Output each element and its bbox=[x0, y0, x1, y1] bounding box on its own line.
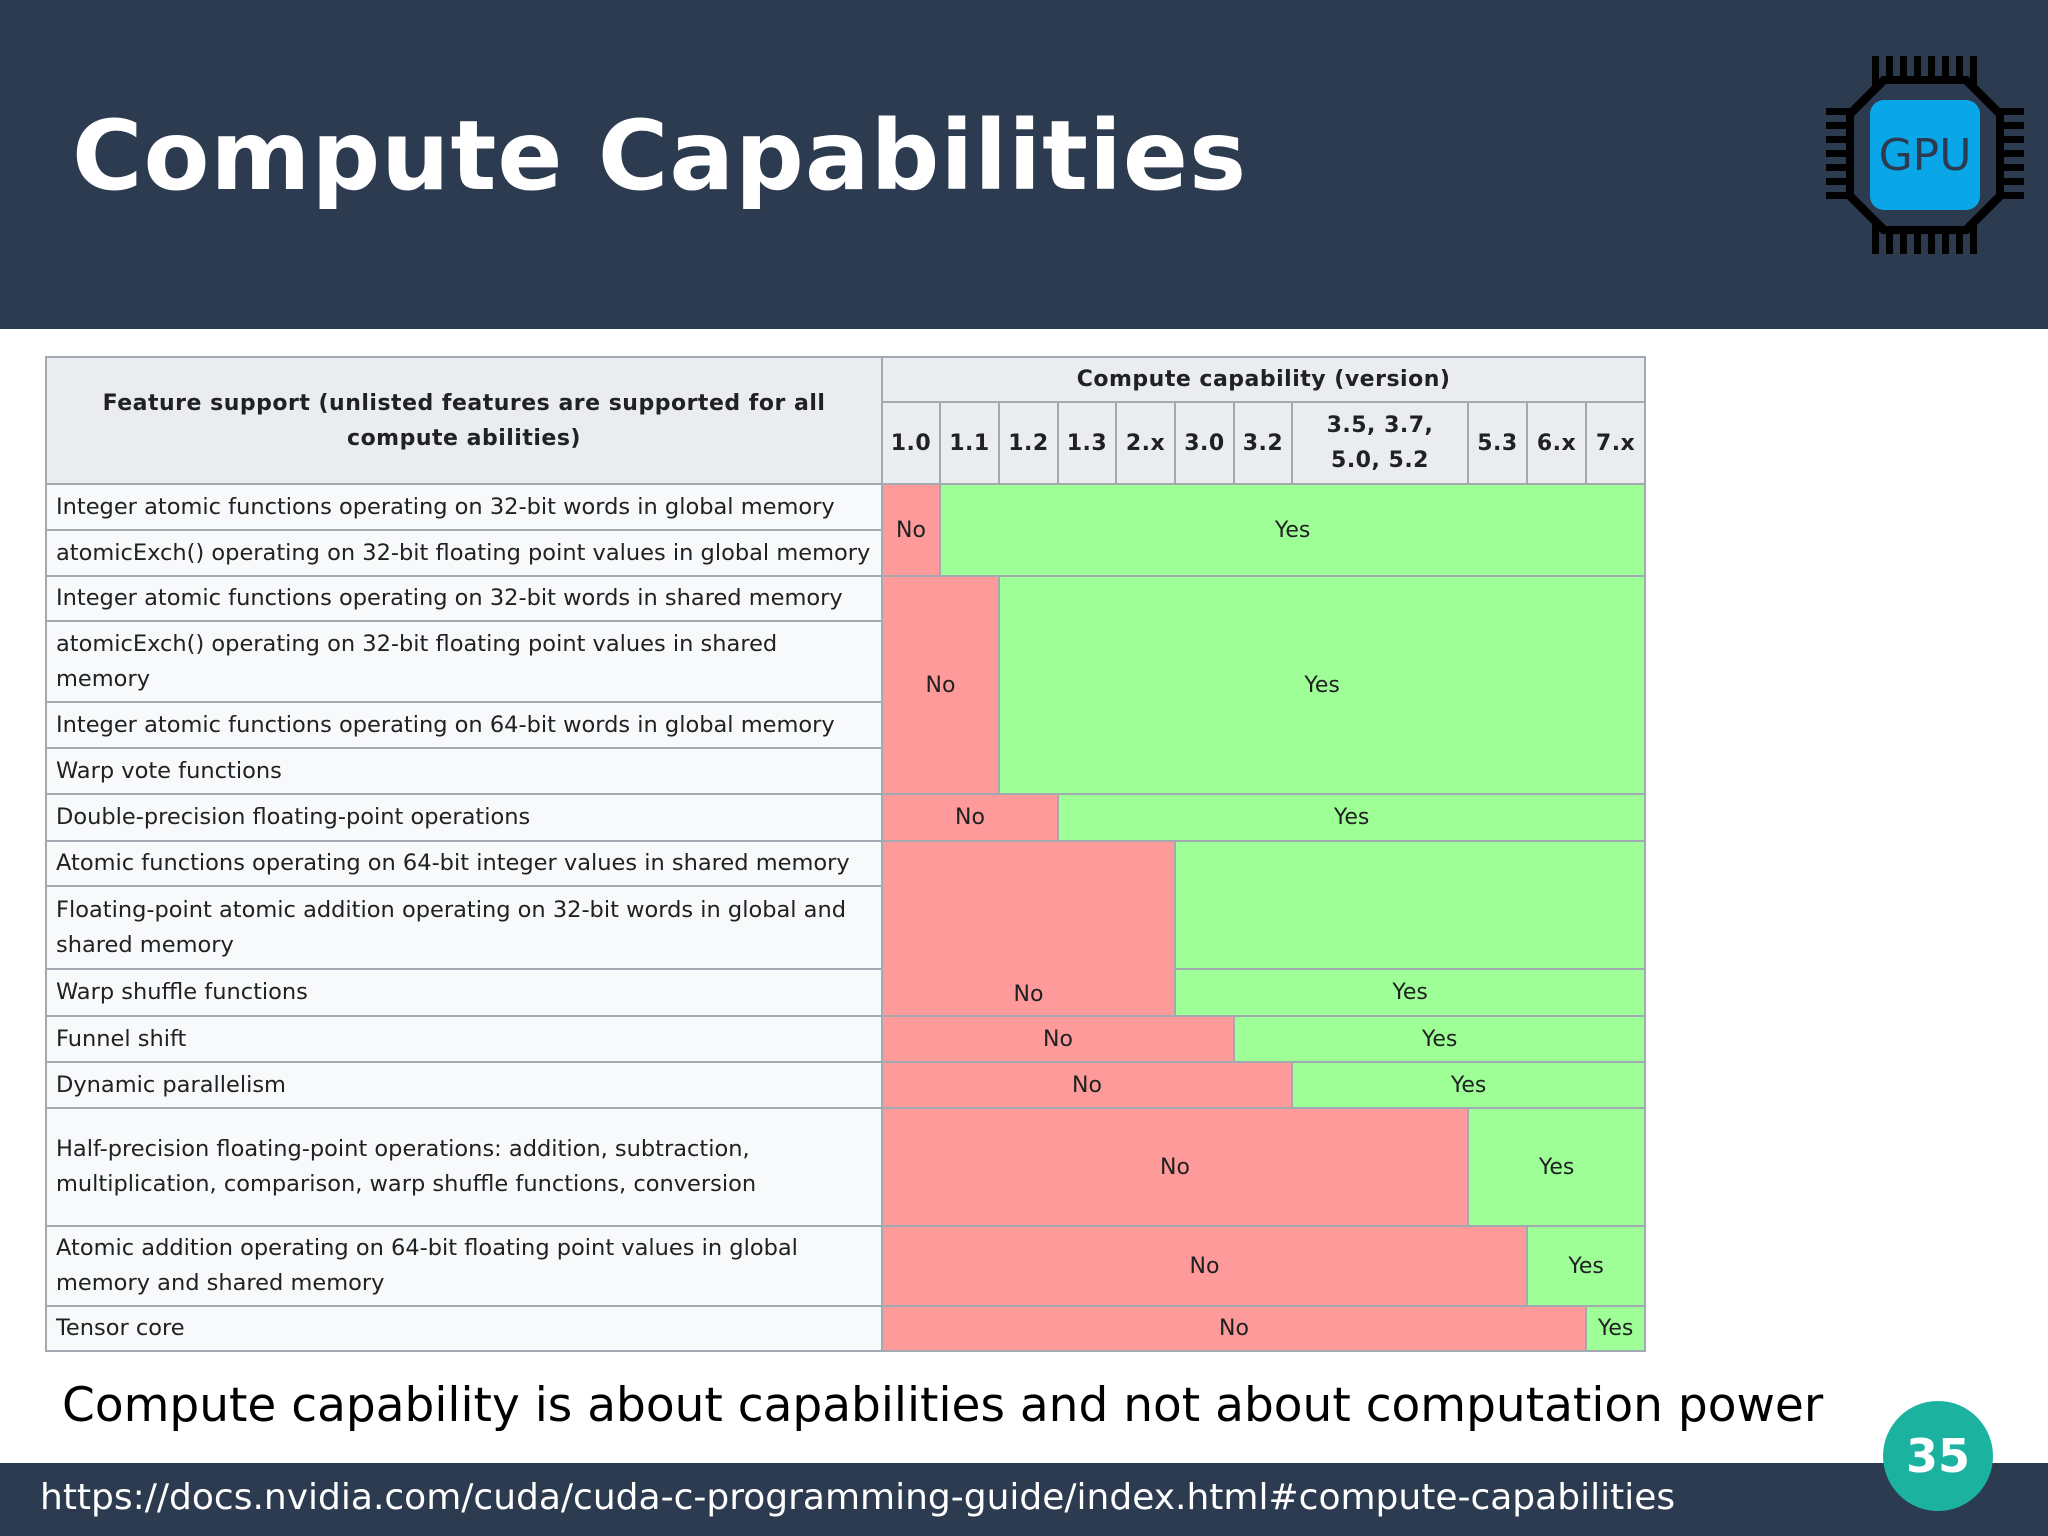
unsupported-cell: No bbox=[881, 1015, 1235, 1063]
feature-row-label: Warp vote functions bbox=[45, 747, 883, 795]
version-header: 7.x bbox=[1584, 401, 1647, 485]
feature-row-label: Tensor core bbox=[45, 1305, 883, 1352]
svg-text:GPU: GPU bbox=[1879, 130, 1972, 181]
source-link[interactable]: https://docs.nvidia.com/cuda/cuda-c-prog… bbox=[40, 1477, 1676, 1518]
page-number-badge: 35 bbox=[1883, 1401, 1993, 1511]
slide-title: Compute Capabilities bbox=[72, 100, 1248, 212]
version-header: 2.x bbox=[1115, 401, 1176, 485]
unsupported-cell: No bbox=[881, 575, 1000, 795]
version-header: 1.2 bbox=[998, 401, 1059, 485]
version-header: 5.3 bbox=[1467, 401, 1528, 485]
supported-cell: Yes bbox=[1232, 1015, 1647, 1063]
version-header: 6.x bbox=[1526, 401, 1587, 485]
supported-cell bbox=[1173, 840, 1647, 970]
supported-cell: Yes bbox=[1466, 1107, 1647, 1227]
unsupported-cell: No bbox=[881, 1107, 1469, 1227]
supported-cell: Yes bbox=[997, 575, 1647, 795]
gpu-chip-icon: GPU bbox=[1826, 56, 2024, 254]
supported-cell: Yes bbox=[1290, 1061, 1647, 1109]
feature-row-label: atomicExch() operating on 32-bit floatin… bbox=[45, 529, 883, 577]
unsupported-cell: No bbox=[881, 793, 1059, 842]
feature-column-header: Feature support (unlisted features are s… bbox=[45, 356, 883, 485]
feature-row-label: Atomic addition operating on 64-bit floa… bbox=[45, 1225, 883, 1307]
feature-row-label: Integer atomic functions operating on 64… bbox=[45, 701, 883, 749]
capability-column-header: Compute capability (version) bbox=[880, 356, 1647, 403]
feature-row-label: Funnel shift bbox=[45, 1015, 883, 1063]
feature-row-label: Half-precision floating-point operations… bbox=[45, 1107, 883, 1227]
feature-row-label: Warp shuffle functions bbox=[45, 968, 883, 1017]
version-header: 1.0 bbox=[881, 401, 941, 485]
version-header: 3.5, 3.7, 5.0, 5.2 bbox=[1291, 401, 1469, 485]
feature-row-label: Double-precision floating-point operatio… bbox=[45, 793, 883, 842]
slide-caption: Compute capability is about capabilities… bbox=[62, 1378, 1824, 1433]
version-header: 1.1 bbox=[939, 401, 1000, 485]
version-header: 1.3 bbox=[1057, 401, 1117, 485]
unsupported-cell: No bbox=[881, 840, 1176, 1017]
feature-row-label: Atomic functions operating on 64-bit int… bbox=[45, 840, 883, 887]
supported-cell: Yes bbox=[1173, 968, 1647, 1017]
supported-cell: Yes bbox=[1056, 793, 1647, 842]
unsupported-cell: No bbox=[881, 483, 941, 577]
feature-row-label: Integer atomic functions operating on 32… bbox=[45, 575, 883, 622]
unsupported-cell: No bbox=[881, 1225, 1528, 1307]
feature-row-label: Integer atomic functions operating on 32… bbox=[45, 483, 883, 531]
unsupported-cell: No bbox=[881, 1061, 1293, 1109]
supported-cell: Yes bbox=[1525, 1225, 1647, 1307]
compute-capability-table: Feature support (unlisted features are s… bbox=[45, 356, 1647, 1352]
supported-cell: Yes bbox=[938, 483, 1647, 577]
slide-footer: https://docs.nvidia.com/cuda/cuda-c-prog… bbox=[0, 1463, 2048, 1536]
feature-row-label: Floating-point atomic addition operating… bbox=[45, 885, 883, 970]
unsupported-cell: No bbox=[881, 1305, 1587, 1352]
feature-row-label: atomicExch() operating on 32-bit floatin… bbox=[45, 620, 883, 703]
feature-row-label: Dynamic parallelism bbox=[45, 1061, 883, 1109]
page-number: 35 bbox=[1905, 1429, 1970, 1483]
version-header: 3.2 bbox=[1233, 401, 1293, 485]
version-header: 3.0 bbox=[1174, 401, 1235, 485]
supported-cell: Yes bbox=[1584, 1305, 1647, 1352]
slide-header: Compute Capabilities GPU bbox=[0, 0, 2048, 329]
